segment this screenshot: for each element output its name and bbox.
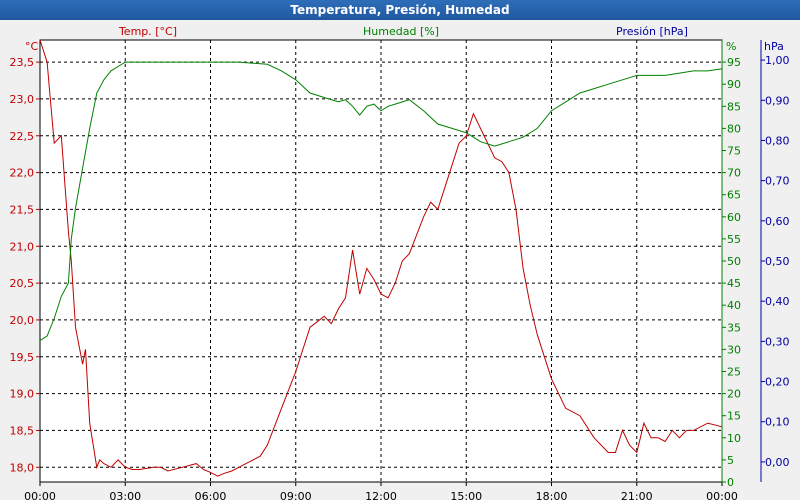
humidity-series-line [39,61,723,342]
x-tick-time: 00:00 [706,490,738,500]
hum-tick-label: 80 [727,122,741,135]
temp-tick-label: 19,5 [10,351,35,364]
hum-tick-label: 70 [727,167,741,180]
pres-tick-label: 0,10 [765,416,790,429]
temp-tick-label: 22,5 [10,130,35,143]
hum-tick-label: 75 [727,145,741,158]
temp-tick-label: 18,0 [10,461,35,474]
x-tick-time: 00:00 [24,490,56,500]
hum-tick-label: 0 [727,476,734,489]
temp-tick-label: 23,5 [10,56,35,69]
x-tick-time: 09:00 [280,490,312,500]
legend-temp: Temp. [°C] [118,25,177,38]
pres-tick-label: 0,60 [765,215,790,228]
grid-lines [40,40,722,482]
hum-tick-label: 10 [727,432,741,445]
hum-tick-label: 90 [727,78,741,91]
pres-tick-label: 0,80 [765,134,790,147]
chart-canvas: 00:0006/09/2603:0006/09/2606:0006/09/260… [10,25,790,500]
x-tick-time: 03:00 [109,490,141,500]
hum-tick-label: 25 [727,366,741,379]
hum-tick-label: 15 [727,410,741,423]
temp-tick-label: 22,0 [10,167,35,180]
x-axis: 00:0006/09/2603:0006/09/2606:0006/09/260… [24,482,738,500]
pres-tick-label: 0,40 [765,295,790,308]
temp-tick-label: 20,5 [10,277,35,290]
x-tick-time: 12:00 [365,490,397,500]
hum-axis: 0 5 10 15 20 25 30 35 40 45 50 55 60 65 70 75 80 85 90 95 [721,40,741,489]
hum-tick-label: 20 [727,388,741,401]
hum-tick-label: 5 [727,454,734,467]
pres-tick-label: 1,00 [765,54,790,67]
pres-tick-label: 0,70 [765,175,790,188]
hum-tick-label: 55 [727,233,741,246]
x-tick-time: 06:00 [195,490,227,500]
temp-axis: 18,0 18,5 19,0 19,5 20,0 20,5 21,0 21,5 22,0 22,5… [10,56,40,474]
hum-tick-label: 65 [727,189,741,202]
temperature-series-line [39,39,723,477]
hum-tick-label: 45 [727,277,741,290]
hum-unit-label: % [726,40,736,53]
legend-pres: Presión [hPa] [616,25,688,38]
hum-tick-label: 30 [727,343,741,356]
hum-tick-label: 40 [727,299,741,312]
window-title: Temperatura, Presión, Humedad [0,0,800,20]
pres-axis: 0,00 0,10 0,20 0,30 0,40 0,50 0,60 0,70 0,80 0,90… [760,40,790,482]
temp-unit-label: °C [25,40,39,53]
hum-tick-label: 95 [727,56,741,69]
temp-tick-label: 20,0 [10,314,35,327]
hum-tick-label: 50 [727,255,741,268]
pres-unit-label: hPa [764,40,784,53]
hum-tick-label: 60 [727,211,741,224]
pres-tick-label: 0,50 [765,255,790,268]
x-tick-time: 18:00 [536,490,568,500]
pres-tick-label: 0,00 [765,456,790,469]
temp-tick-label: 18,5 [10,424,35,437]
pres-tick-label: 0,90 [765,94,790,107]
temp-tick-label: 19,0 [10,388,35,401]
hum-tick-label: 85 [727,100,741,113]
legend-hum: Humedad [%] [363,25,439,38]
series-group [39,39,723,477]
temp-tick-label: 21,5 [10,203,35,216]
temp-tick-label: 21,0 [10,240,35,253]
pres-tick-label: 0,20 [765,376,790,389]
temp-tick-label: 23,0 [10,93,35,106]
x-tick-time: 21:00 [621,490,653,500]
hum-tick-label: 35 [727,321,741,334]
pres-tick-label: 0,30 [765,335,790,348]
x-tick-time: 15:00 [450,490,482,500]
